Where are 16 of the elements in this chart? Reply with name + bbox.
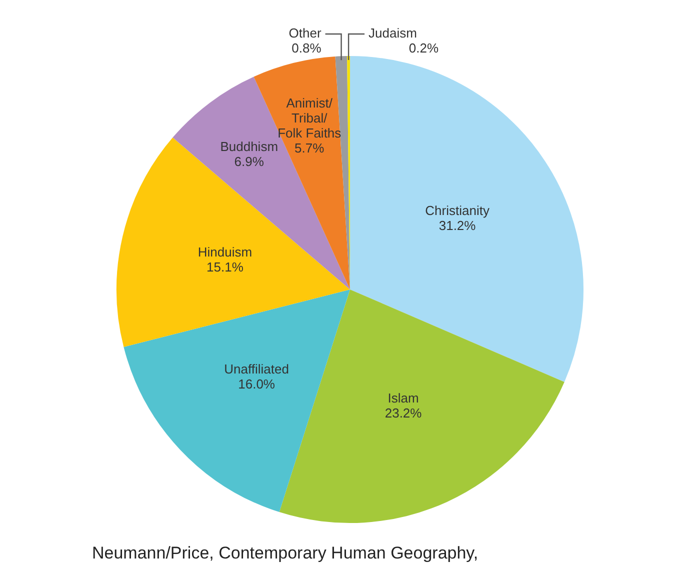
slice-label: Christianity <box>425 203 490 218</box>
data-label: 16.0% <box>238 376 276 392</box>
slice-label: Islam <box>388 390 419 406</box>
slice-label: Unaffiliated <box>224 362 289 377</box>
data-label: 0.2% <box>408 40 439 56</box>
slice-label: Hinduism <box>198 244 252 260</box>
text: Neumann/Price, Contemporary Human Geography, <box>92 544 478 563</box>
data-label: 23.2% <box>384 405 422 420</box>
data-label: 15.1% <box>206 259 244 274</box>
data-label: 31.2% <box>438 218 476 234</box>
slice-label: Buddhism <box>220 139 278 154</box>
slice-label: Judaism <box>368 26 417 41</box>
data-label: 6.9% <box>234 154 264 170</box>
slice-label: Other <box>288 26 322 41</box>
data-label: 0.8% <box>292 40 322 56</box>
data-label: 5.7% <box>294 140 325 156</box>
